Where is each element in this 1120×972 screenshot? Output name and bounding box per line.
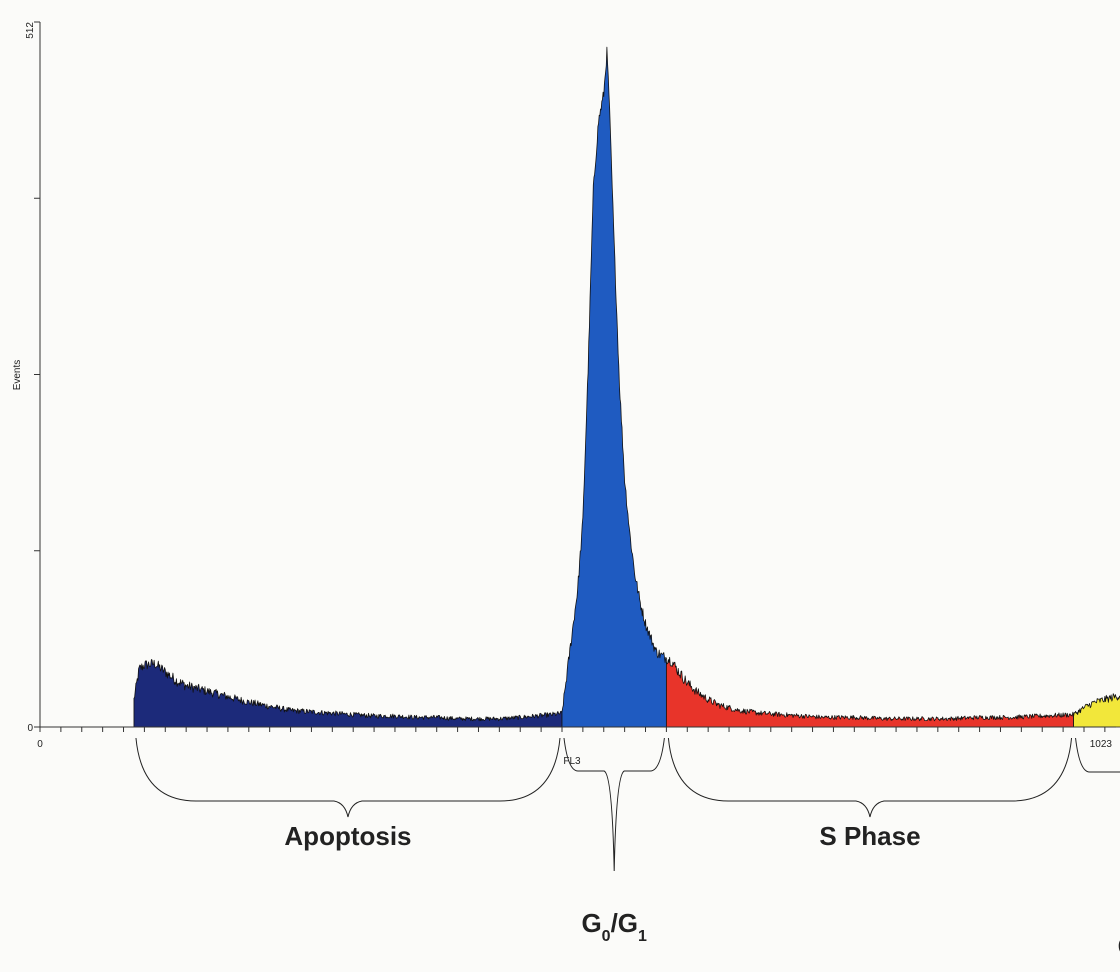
axes-layer: 0 1023 0 512 FL3 Events [12, 21, 1116, 767]
x-ticks [39, 727, 1106, 732]
brace-s-phase [667, 737, 1073, 818]
brace-apoptosis [135, 737, 561, 818]
brace-g0g1 [563, 737, 665, 872]
y-ticks [34, 21, 40, 728]
y-tick-label-min: 0 [27, 723, 33, 734]
brace-g2m [1075, 737, 1120, 773]
region-label-s-phase: S Phase [819, 821, 920, 851]
x-axis-title: FL3 [563, 756, 581, 767]
series-area-3 [1073, 693, 1120, 728]
x-tick-label-min: 0 [37, 739, 43, 750]
x-tick-label-max: 1023 [1090, 739, 1113, 750]
region-label-g2m: G2/M [1118, 931, 1120, 967]
region-label-g0g1: G0/G1 [581, 908, 647, 945]
series-layer [133, 46, 1120, 728]
series-area-1 [561, 46, 667, 728]
y-axis-title: Events [12, 360, 23, 391]
series-area-2 [665, 656, 1074, 728]
region-label-apoptosis: Apoptosis [284, 821, 411, 851]
regions-layer: Apoptosis G0/G1 S Phase G2/M [135, 737, 1120, 967]
series-area-0 [133, 659, 563, 728]
y-tick-label-max: 512 [25, 22, 36, 39]
